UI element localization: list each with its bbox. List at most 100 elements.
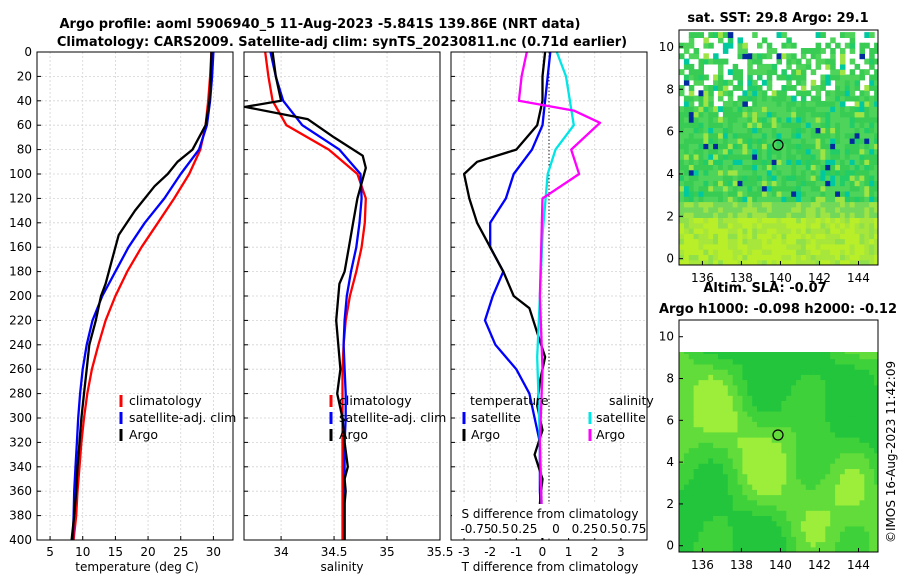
sla-cell — [776, 384, 782, 391]
sst-cell — [815, 185, 822, 192]
sla-cell — [810, 546, 817, 552]
sst-cell — [835, 127, 841, 134]
sst-ytick-label: 6 — [666, 125, 674, 139]
sst-cell — [781, 164, 787, 171]
sst-cell — [844, 85, 851, 91]
sst-cell — [854, 196, 861, 203]
sst-cell — [727, 122, 734, 128]
sst-cell — [747, 243, 753, 250]
sla-cell — [713, 520, 719, 527]
sla-cell — [825, 520, 831, 527]
sla-cell — [727, 494, 734, 501]
temp-ytick-label: 360 — [9, 484, 32, 498]
diff-xtick-label: 2 — [591, 545, 599, 559]
sst-cell — [791, 259, 797, 265]
sla-cell — [722, 405, 729, 412]
sst-cell — [864, 85, 870, 91]
sla-cell — [771, 499, 778, 506]
sla-cell — [727, 525, 734, 532]
sla-cell — [718, 505, 724, 511]
sla-cell — [718, 546, 724, 552]
sst-cell — [840, 212, 846, 218]
sst-cell — [747, 212, 753, 218]
sst-cell — [805, 127, 812, 134]
sst-cell — [830, 228, 836, 234]
sst-cell — [737, 122, 743, 128]
sla-cell — [844, 352, 851, 354]
sst-cell — [732, 111, 739, 118]
sla-cell — [752, 437, 758, 443]
sst-cell — [718, 79, 724, 86]
sst-cell — [835, 148, 841, 155]
sla-cell — [742, 442, 748, 449]
diff-xtick-label: 1 — [565, 545, 573, 559]
sst-cell — [766, 254, 773, 261]
sst-cell — [830, 100, 836, 107]
sst-cell — [761, 132, 768, 139]
sst-cell — [766, 127, 773, 134]
sst-cell — [708, 127, 714, 134]
sst-cell — [703, 185, 709, 192]
sst-cell — [805, 243, 812, 250]
sst-cell — [854, 138, 861, 144]
sla-cell — [732, 546, 739, 552]
sla-cell — [703, 363, 709, 370]
sst-cell — [718, 159, 724, 165]
sla-cell — [844, 478, 851, 485]
sst-cell — [679, 122, 685, 128]
sla-cell — [722, 353, 729, 360]
sla-cell — [703, 531, 709, 537]
sst-cell — [732, 143, 739, 150]
sst-cell — [874, 143, 878, 150]
sst-cell — [854, 122, 861, 128]
sst-cell — [825, 90, 831, 97]
sst-cell — [830, 212, 836, 218]
sla-cell — [761, 489, 768, 496]
sst-cell — [840, 249, 846, 255]
sst-cell — [800, 212, 807, 218]
sst-cell — [761, 106, 768, 113]
sst-cell — [742, 196, 748, 203]
sla-cell — [722, 374, 729, 381]
sla-cell — [766, 405, 773, 412]
sla-cell — [737, 531, 743, 537]
sla-cell — [796, 410, 802, 417]
sla-cell — [810, 421, 817, 428]
sla-cell — [766, 463, 773, 469]
sla-cell — [742, 536, 748, 543]
sla-cell — [781, 463, 787, 469]
sla-cell — [776, 546, 782, 552]
sst-cell — [849, 180, 856, 187]
sla-cell — [708, 468, 714, 475]
sst-cell — [698, 233, 704, 240]
sst-cell — [825, 58, 831, 65]
sst-cell — [718, 63, 724, 70]
sst-cell — [771, 159, 778, 165]
sla-cell — [844, 536, 851, 543]
sla-cell — [805, 520, 812, 527]
sst-cell — [757, 249, 763, 255]
sst-cell — [718, 206, 724, 213]
sst-cell — [874, 206, 878, 213]
sst-cell — [752, 159, 758, 165]
sst-cell — [708, 106, 714, 113]
sla-cell — [683, 452, 690, 459]
sla-cell — [840, 379, 846, 386]
sst-cell — [859, 127, 865, 134]
sla-argo-marker — [772, 429, 784, 441]
sla-cell — [703, 410, 709, 417]
sst-cell — [727, 159, 734, 165]
sst-cell — [805, 164, 812, 171]
sla-cell — [722, 400, 729, 407]
sst-cell — [737, 138, 743, 144]
sla-cell — [747, 426, 753, 433]
sst-cell — [722, 127, 729, 134]
sla-cell — [805, 352, 812, 354]
sla-cell — [781, 520, 787, 527]
sla-cell — [874, 421, 878, 428]
sla-cell — [810, 431, 817, 438]
sst-cell — [810, 53, 817, 60]
sla-cell — [835, 363, 841, 370]
sla-cell — [810, 510, 817, 516]
